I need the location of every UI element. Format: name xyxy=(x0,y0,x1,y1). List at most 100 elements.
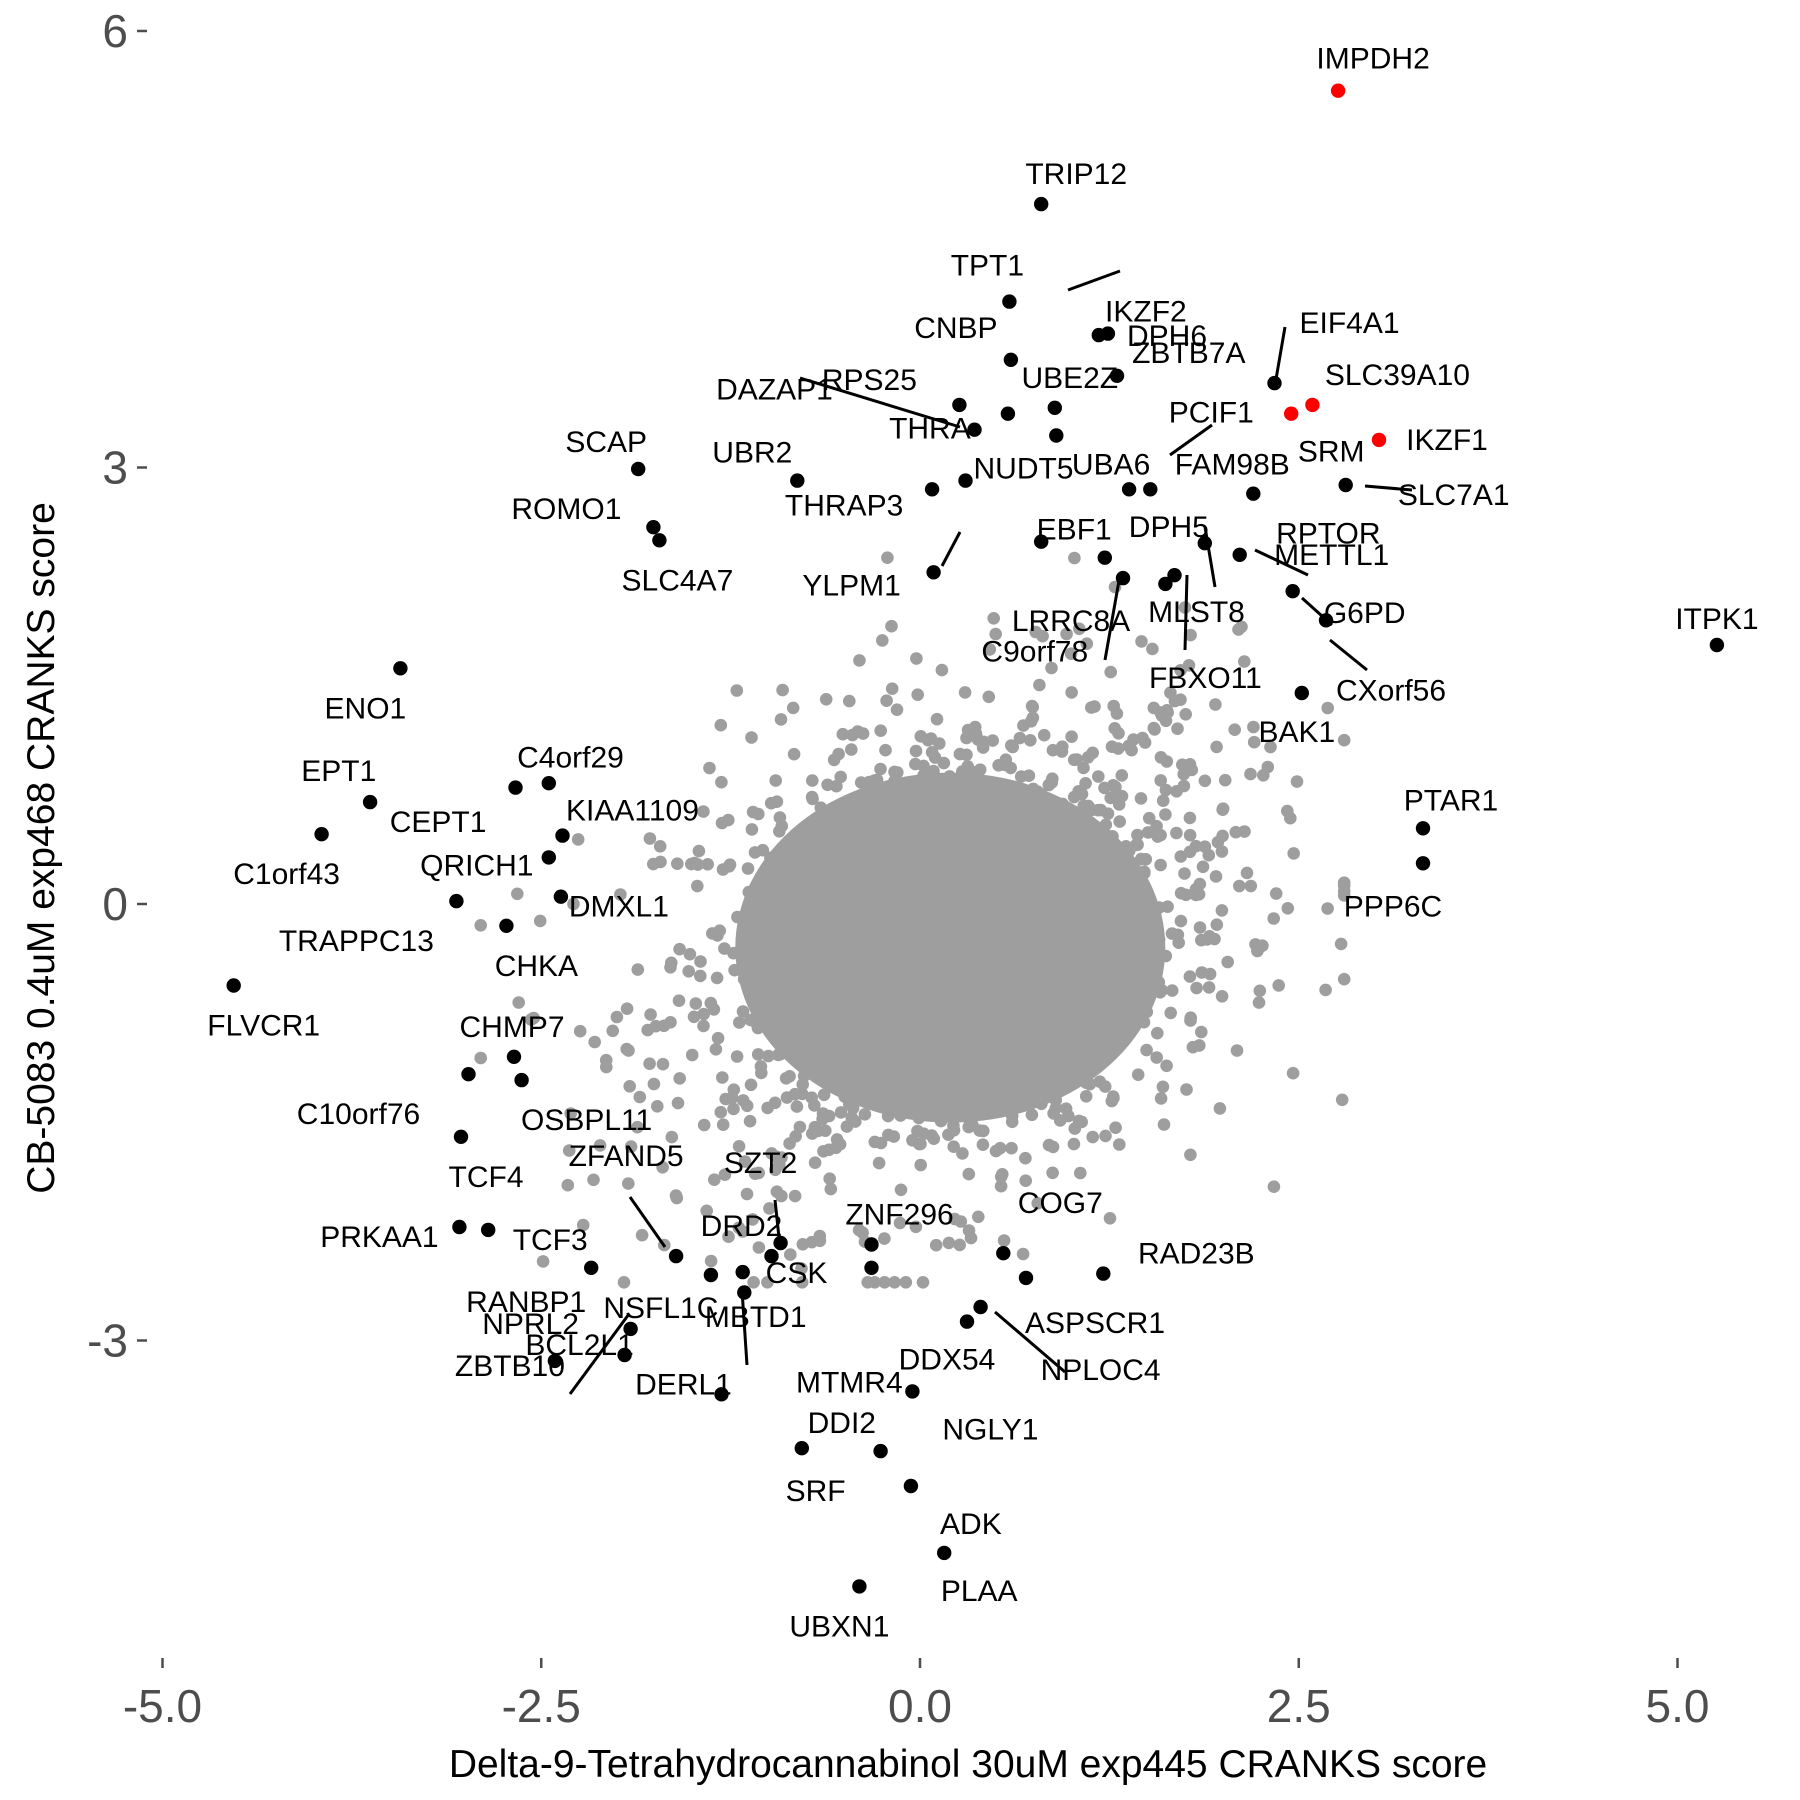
background-point xyxy=(1056,740,1069,753)
label-ppp6c: PPP6C xyxy=(1344,890,1442,923)
background-point xyxy=(1005,1141,1018,1155)
label-scap: SCAP xyxy=(565,426,647,459)
background-point xyxy=(1240,866,1254,880)
label-zbtb7a: ZBTB7A xyxy=(1132,337,1245,370)
background-point xyxy=(1159,808,1172,821)
label-ikzf1: IKZF1 xyxy=(1406,424,1488,457)
background-point xyxy=(701,858,714,871)
background-point xyxy=(806,774,819,787)
background-point xyxy=(1244,879,1258,893)
background-point xyxy=(704,996,718,1010)
background-point xyxy=(874,1136,888,1150)
background-point xyxy=(606,1024,619,1038)
point-cog7 xyxy=(996,1246,1011,1261)
label-flvcr1: FLVCR1 xyxy=(207,1010,320,1043)
background-point xyxy=(697,1118,711,1132)
point-mettl1 xyxy=(1232,547,1247,562)
point-ngly1 xyxy=(905,1384,920,1399)
background-point xyxy=(631,1120,644,1134)
point-dph6 xyxy=(1109,368,1125,383)
background-point xyxy=(976,1138,990,1151)
point-eif4a1 xyxy=(1267,375,1282,391)
point-csk xyxy=(864,1260,879,1276)
label-ddx54: DDX54 xyxy=(899,1344,996,1377)
background-point xyxy=(694,969,707,983)
background-point xyxy=(1107,699,1120,713)
label-thra: THRA xyxy=(889,413,971,446)
background-point xyxy=(588,1035,601,1049)
background-point xyxy=(1109,1121,1122,1134)
background-point xyxy=(768,1096,782,1110)
background-point xyxy=(764,796,778,810)
background-point xyxy=(1135,635,1148,648)
background-point xyxy=(633,1090,647,1104)
background-point xyxy=(600,1060,613,1074)
background-point xyxy=(1170,826,1183,840)
background-point xyxy=(882,1128,895,1142)
point-ept1 xyxy=(541,776,556,791)
background-point xyxy=(1151,830,1164,843)
background-point xyxy=(745,731,758,744)
background-point xyxy=(927,1132,941,1145)
background-point xyxy=(789,1130,802,1143)
background-point xyxy=(929,1238,943,1252)
label-thrap3: THRAP3 xyxy=(785,489,903,522)
label-cnbp: CNBP xyxy=(914,312,997,345)
x-tick-label: 5.0 xyxy=(1646,1680,1710,1732)
background-point xyxy=(745,823,759,836)
point-drd2 xyxy=(764,1248,779,1264)
background-point xyxy=(1230,1044,1244,1057)
label-nploc4: NPLOC4 xyxy=(1041,1354,1161,1387)
background-point xyxy=(751,1048,765,1061)
background-point xyxy=(1210,918,1224,931)
background-point xyxy=(947,1124,961,1137)
background-point xyxy=(1065,686,1078,699)
label-ptar1: PTAR1 xyxy=(1404,784,1498,817)
background-point xyxy=(1036,629,1049,643)
y-tick-label: 0 xyxy=(102,878,128,930)
label-itpk1: ITPK1 xyxy=(1675,603,1758,636)
background-point xyxy=(888,1276,901,1289)
background-point xyxy=(685,1048,699,1062)
background-point xyxy=(561,1178,575,1192)
point-zbtb7a xyxy=(1091,327,1107,343)
leader-line-dazap1 xyxy=(799,376,961,429)
label-ube2z: UBE2Z xyxy=(1021,362,1118,395)
background-point xyxy=(671,1096,685,1110)
background-point xyxy=(1150,1051,1163,1064)
background-point xyxy=(1192,888,1206,901)
point-mlst8 xyxy=(1167,568,1182,583)
background-point xyxy=(911,688,924,701)
background-point xyxy=(1042,778,1056,792)
y-tick-label: 6 xyxy=(102,5,128,57)
background-point xyxy=(511,887,524,901)
background-point xyxy=(808,1156,822,1169)
point-mtmr4 xyxy=(737,1285,752,1300)
background-point xyxy=(688,856,701,870)
background-point xyxy=(874,724,887,737)
background-point xyxy=(683,947,697,961)
background-point xyxy=(752,1166,765,1180)
background-point xyxy=(1334,937,1348,951)
leader-line-zfand5 xyxy=(628,1196,667,1248)
point-bcl2l1 xyxy=(617,1347,632,1363)
label-ubxn1: UBXN1 xyxy=(789,1610,889,1643)
background-point xyxy=(1337,876,1351,889)
background-point xyxy=(894,1183,908,1197)
background-points xyxy=(474,551,1351,1289)
point-ddi2 xyxy=(794,1441,809,1456)
background-point xyxy=(1046,1140,1060,1154)
point-ptar1 xyxy=(1415,821,1431,836)
background-point xyxy=(730,1050,744,1063)
label-impdh2: IMPDH2 xyxy=(1316,43,1429,76)
background-point xyxy=(689,997,703,1010)
background-point xyxy=(1157,1118,1171,1131)
leader-line-ylpm1 xyxy=(940,531,962,567)
background-point xyxy=(982,690,996,704)
point-nudt5 xyxy=(958,473,973,488)
point-cnbp xyxy=(1003,352,1019,367)
label-fbxo11: FBXO11 xyxy=(1149,662,1262,695)
leader-line-nploc4 xyxy=(994,1310,1066,1374)
point-fam98b xyxy=(1143,482,1158,497)
background-point xyxy=(1183,811,1197,825)
